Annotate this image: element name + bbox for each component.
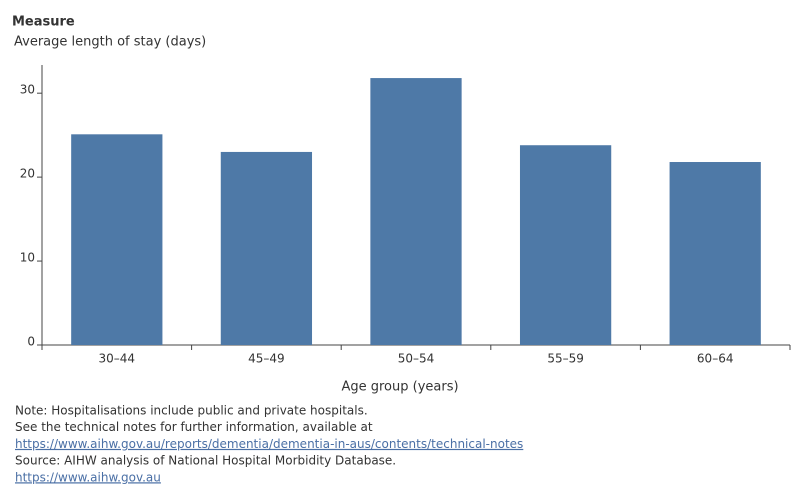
note: See the technical notes for further info… [15,420,373,434]
note: Source: AIHW analysis of National Hospit… [15,454,396,468]
x-tick-label: 60–64 [697,352,734,366]
note-link[interactable]: https://www.aihw.gov.au [15,470,161,484]
x-tick-label: 50–54 [398,352,435,366]
note: Note: Hospitalisations include public an… [15,404,368,418]
y-tick-label: 10 [20,251,35,265]
x-tick-label: 45–49 [248,352,285,366]
measure-label: Average length of stay (days) [14,35,206,50]
x-tick-label: 30–44 [99,352,136,366]
bar [669,162,761,345]
bar [71,134,163,345]
x-tick-label: 55–59 [547,352,584,366]
bar [370,78,462,345]
y-tick-label: 0 [27,335,35,349]
y-tick-label: 30 [20,83,35,97]
legend-title: Measure [12,15,75,30]
note-link[interactable]: https://www.aihw.gov.au/reports/dementia… [15,437,523,451]
y-tick-label: 20 [20,167,35,181]
bar [519,145,612,345]
x-axis-title: Age group (years) [341,380,458,395]
bar [220,151,313,345]
